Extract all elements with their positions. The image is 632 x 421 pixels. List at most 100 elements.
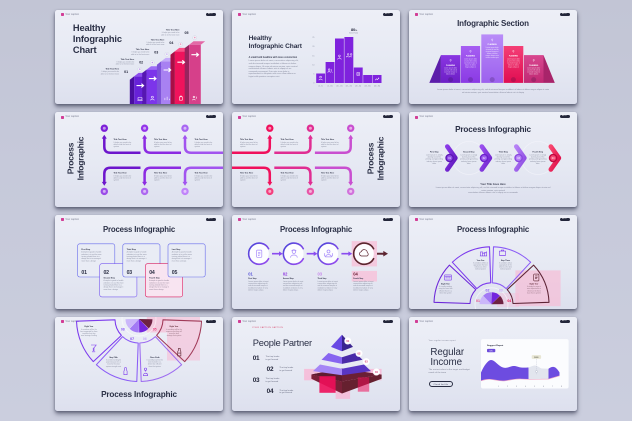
svg-text:sit amet elit sed do: sit amet elit sed do xyxy=(464,59,477,62)
svg-text:Lorem ipsum is simply: Lorem ipsum is simply xyxy=(460,153,477,156)
svg-text:6: 6 xyxy=(543,386,545,388)
svg-text:able to and the best of: able to and the best of xyxy=(281,143,299,146)
svg-text:08: 08 xyxy=(121,327,125,331)
svg-text:01: 01 xyxy=(448,157,451,160)
svg-text:⚲: ⚲ xyxy=(533,58,535,62)
svg-text:improves that they: improves that they xyxy=(82,332,95,335)
svg-text:dolor: dolor xyxy=(536,162,540,165)
svg-text:system: system xyxy=(154,145,160,148)
svg-text:Title Text Here: Title Text Here xyxy=(121,58,135,61)
svg-text:25: 25 xyxy=(312,37,314,39)
svg-text:Title Text Here: Title Text Here xyxy=(240,138,254,141)
svg-text:Title Text Here: Title Text Here xyxy=(321,138,335,141)
svg-text:Lorem ipsum is simply: Lorem ipsum is simply xyxy=(529,153,546,156)
svg-text:PLANNING: PLANNING xyxy=(488,43,498,46)
svg-text:sed do eiusmod tempor ut: sed do eiusmod tempor ut xyxy=(283,284,303,287)
svg-text:sed do eiusmod tempor ut: sed do eiusmod tempor ut xyxy=(318,284,338,287)
svg-text:01: 01 xyxy=(124,70,128,74)
svg-text:04: 04 xyxy=(149,270,155,276)
svg-text:(5 - 10): (5 - 10) xyxy=(327,85,333,87)
svg-text:Voted Total: Voted Total xyxy=(349,31,358,34)
svg-text:able to and the best of: able to and the best of xyxy=(240,177,258,180)
svg-text:years because it is a: years because it is a xyxy=(106,360,121,363)
svg-text:It helps you need to be: It helps you need to be xyxy=(162,31,180,34)
svg-text:references of the: references of the xyxy=(475,265,487,268)
svg-text:Eight Year: Eight Year xyxy=(530,282,539,285)
svg-text:magna aliqua ut: magna aliqua ut xyxy=(508,65,520,68)
svg-text:design that is to manage it: design that is to manage it xyxy=(81,257,101,260)
svg-text:dolore magna aliqua: dolore magna aliqua xyxy=(248,288,263,291)
svg-text:consectetur adipiscing elit: consectetur adipiscing elit xyxy=(283,282,303,285)
svg-text:It considers will an: It considers will an xyxy=(499,261,512,264)
svg-text:able to and the best of: able to and the best of xyxy=(154,143,172,146)
svg-text:sed do eiusmod tempor ut: sed do eiusmod tempor ut xyxy=(248,284,268,287)
svg-text:Second Step: Second Step xyxy=(104,276,116,279)
svg-text:appropriate the best: appropriate the best xyxy=(473,263,488,266)
svg-text:04: 04 xyxy=(507,299,511,303)
svg-text:03: 03 xyxy=(318,271,323,276)
svg-text:It helps you need to be: It helps you need to be xyxy=(321,174,339,177)
svg-text:PLANNING: PLANNING xyxy=(446,63,456,66)
svg-text:design that is to manage it: design that is to manage it xyxy=(127,257,147,260)
svg-text:Title Text Here: Title Text Here xyxy=(114,172,128,175)
svg-text:It controls working for: It controls working for xyxy=(106,358,122,361)
svg-text:industry lorem ipsum: industry lorem ipsum xyxy=(496,160,512,163)
svg-text:Third Step: Third Step xyxy=(318,276,328,279)
svg-text:sit amet elit sed do: sit amet elit sed do xyxy=(444,68,457,71)
svg-text:01: 01 xyxy=(476,299,480,303)
svg-text:able to to the best more: able to to the best more xyxy=(161,33,179,36)
svg-text:Title Text Here: Title Text Here xyxy=(114,138,128,141)
svg-text:Title Text Here: Title Text Here xyxy=(166,28,180,31)
svg-text:turning related there is a: turning related there is a xyxy=(104,283,122,286)
svg-text:system: system xyxy=(321,145,327,148)
svg-text:01: 01 xyxy=(81,269,87,275)
svg-text:printing and typesetting: printing and typesetting xyxy=(426,158,444,161)
svg-text:It helps you need to be: It helps you need to be xyxy=(154,141,172,144)
svg-text:Fourth Step: Fourth Step xyxy=(149,276,160,279)
svg-text:PLANNING: PLANNING xyxy=(466,54,476,57)
svg-text:best suggested for them: best suggested for them xyxy=(80,329,98,332)
svg-text:websites is to out the more: websites is to out the more xyxy=(127,252,147,255)
svg-text:✳: ✳ xyxy=(139,68,141,71)
svg-text:Title Text Here: Title Text Here xyxy=(154,172,168,175)
svg-text:A simple to good to handle: A simple to good to handle xyxy=(149,279,169,282)
svg-text:8: 8 xyxy=(561,386,563,388)
svg-text:1: 1 xyxy=(498,386,500,388)
svg-text:It helps you need to be: It helps you need to be xyxy=(321,141,339,144)
svg-text:Third Step: Third Step xyxy=(499,151,509,154)
svg-text:able to and the best of: able to and the best of xyxy=(321,177,339,180)
svg-text:(25 - 30): (25 - 30) xyxy=(365,85,371,87)
svg-text:Third Step: Third Step xyxy=(127,247,137,250)
svg-text:dolor: dolor xyxy=(501,162,505,165)
svg-text:eiusmod tempor ut: eiusmod tempor ut xyxy=(507,61,520,64)
svg-text:First Step: First Step xyxy=(81,247,91,250)
svg-text:more for the state: more for the state xyxy=(107,362,120,365)
svg-text:It carefully examine the: It carefully examine the xyxy=(147,358,164,361)
svg-text:⚲: ⚲ xyxy=(449,58,451,62)
svg-text:Lorem ipsum dolor sit amet: Lorem ipsum dolor sit amet xyxy=(248,279,269,282)
svg-text:Lorem ipsum is simply: Lorem ipsum is simply xyxy=(426,153,443,156)
svg-text:consectetur adipiscing elit: consectetur adipiscing elit xyxy=(248,282,268,285)
svg-text:Title Text Here: Title Text Here xyxy=(195,172,209,175)
svg-text:labore et dolore: labore et dolore xyxy=(465,63,476,66)
svg-text:industry lorem ipsum: industry lorem ipsum xyxy=(427,160,443,163)
svg-text:dolore magna aliqua: dolore magna aliqua xyxy=(283,288,298,291)
svg-text:turning related there is a: turning related there is a xyxy=(81,255,99,258)
svg-text:Title Text Here: Title Text Here xyxy=(281,138,295,141)
svg-text:02: 02 xyxy=(139,60,143,64)
svg-text:5: 5 xyxy=(534,386,536,388)
svg-text:PLANNING: PLANNING xyxy=(529,63,539,66)
svg-text:turning related there is a: turning related there is a xyxy=(127,255,145,258)
svg-text:system: system xyxy=(195,145,201,148)
svg-text:able to and the best of: able to and the best of xyxy=(240,143,258,146)
svg-text:able to and the best of: able to and the best of xyxy=(195,143,213,146)
svg-text:minim veniam quis: minim veniam quis xyxy=(486,56,499,58)
svg-text:Year One: Year One xyxy=(477,259,485,261)
svg-text:(10 - 15): (10 - 15) xyxy=(336,85,342,87)
svg-text:Title Text Here: Title Text Here xyxy=(195,138,209,141)
svg-text:incididunt ut labore et very: incididunt ut labore et very xyxy=(248,286,268,289)
svg-text:more than a design: more than a design xyxy=(104,287,119,290)
svg-text:able to to the best more: able to to the best more xyxy=(101,72,119,75)
svg-text:80%: 80% xyxy=(351,27,357,31)
svg-text:able to and the best of: able to and the best of xyxy=(195,177,213,180)
